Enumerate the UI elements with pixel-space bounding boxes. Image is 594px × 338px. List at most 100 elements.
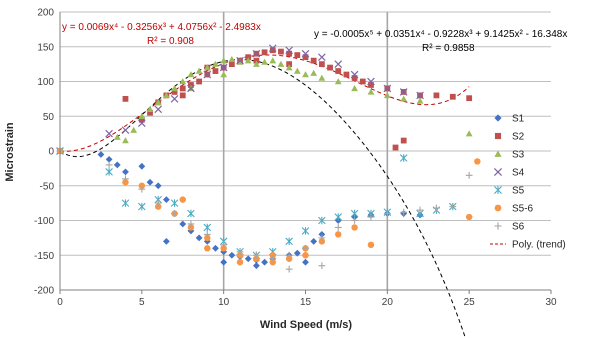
trendline (59, 59, 466, 338)
legend-swatch (494, 204, 502, 212)
data-point-s1 (318, 231, 326, 238)
data-point-s3 (465, 130, 473, 137)
data-point-s1 (220, 258, 228, 266)
data-point-s4 (154, 105, 163, 114)
legend-label: S4 (512, 168, 525, 179)
y-tick-label: 100 (37, 77, 54, 88)
data-point-s2 (359, 78, 366, 85)
data-point-s1 (154, 182, 162, 190)
data-point-s5-6 (204, 245, 211, 252)
x-tick-label: 0 (57, 297, 63, 308)
data-point-s2 (179, 85, 186, 92)
data-point-s2 (318, 61, 325, 68)
x-tick-label: 20 (382, 297, 394, 308)
data-point-s5-6 (253, 255, 260, 262)
x-tick-label: 30 (545, 297, 557, 308)
data-point-s5 (105, 168, 113, 176)
data-point-s5-6 (204, 234, 211, 242)
data-point-s2 (138, 116, 145, 123)
data-point-s2 (466, 95, 473, 102)
data-point-s2 (433, 92, 440, 99)
legend-swatch (494, 222, 502, 230)
data-point-s5-6 (465, 213, 473, 221)
data-point-s3 (130, 126, 138, 133)
data-point-s3 (162, 92, 170, 99)
data-point-s4 (236, 56, 244, 65)
y-tick-label: -150 (34, 251, 54, 262)
data-point-s6 (269, 255, 277, 263)
data-point-s3 (220, 57, 228, 64)
data-point-s4 (318, 53, 326, 61)
data-point-s2 (253, 57, 260, 64)
data-point-s3 (351, 85, 358, 92)
data-point-s4 (301, 49, 310, 58)
data-point-s2 (343, 71, 350, 78)
data-point-s1 (113, 161, 121, 169)
data-point-s6 (416, 206, 424, 214)
data-point-s6 (138, 185, 146, 193)
data-point-s5-6 (474, 158, 481, 165)
data-point-s2 (196, 78, 203, 85)
legend-label: Poly. (trend) (512, 240, 566, 251)
data-point-s3 (220, 71, 228, 78)
data-point-s3 (187, 71, 195, 78)
data-point-s5 (138, 202, 146, 211)
data-point-s1 (228, 251, 236, 259)
data-point-s3 (383, 92, 391, 99)
data-point-s6 (187, 220, 195, 228)
data-point-s2 (294, 52, 301, 58)
data-point-s2 (179, 92, 186, 99)
data-point-s3 (228, 55, 236, 62)
data-point-s1 (302, 258, 309, 266)
data-points (56, 44, 481, 273)
data-point-s5 (187, 209, 195, 218)
data-point-s1 (162, 196, 170, 204)
legend-label: S5-6 (512, 204, 534, 215)
data-point-s1 (97, 151, 105, 158)
legend-swatch (493, 167, 503, 177)
data-point-s1 (187, 227, 195, 235)
data-point-s2 (449, 93, 456, 100)
data-point-s2 (261, 49, 268, 56)
data-point-s6 (171, 210, 178, 217)
y-tick-label: 0 (48, 147, 54, 158)
data-point-s4 (252, 49, 261, 58)
data-point-s5 (285, 237, 293, 246)
data-point-s6 (253, 251, 260, 259)
data-point-s2 (171, 89, 178, 95)
data-point-s5-6 (154, 203, 162, 210)
data-point-s5-6 (351, 224, 358, 231)
data-point-s3 (171, 85, 178, 92)
data-point-s1 (105, 155, 113, 163)
data-point-s5-6 (269, 252, 276, 259)
data-point-s4 (105, 129, 113, 138)
data-point-s6 (449, 203, 457, 210)
data-point-s6 (334, 224, 342, 231)
data-point-s4 (367, 77, 375, 86)
data-point-s6 (105, 161, 113, 169)
data-point-s3 (236, 58, 244, 65)
data-point-s2 (351, 75, 358, 81)
data-point-s1 (244, 255, 252, 263)
data-point-s2 (392, 144, 399, 151)
data-point-s5 (301, 227, 310, 235)
data-point-s3 (122, 137, 129, 144)
data-point-s2 (286, 61, 293, 68)
data-point-s5 (170, 199, 179, 207)
data-point-s4 (121, 126, 130, 134)
data-point-s1 (122, 168, 129, 176)
data-point-s6 (318, 262, 326, 270)
legend: S1 S2 S3 S4 S5 S5-6 S6 Poly. (trend) (490, 114, 566, 251)
y-tick-label: 50 (43, 112, 55, 123)
data-point-s6 (433, 204, 440, 212)
data-point-s6 (285, 251, 293, 259)
data-point-s2 (335, 68, 342, 74)
data-point-s6 (203, 231, 211, 238)
data-point-s6 (400, 208, 408, 216)
data-point-s1 (203, 237, 211, 245)
data-point-s5-6 (236, 252, 244, 259)
trendline (59, 54, 470, 152)
data-point-s4 (138, 119, 146, 128)
